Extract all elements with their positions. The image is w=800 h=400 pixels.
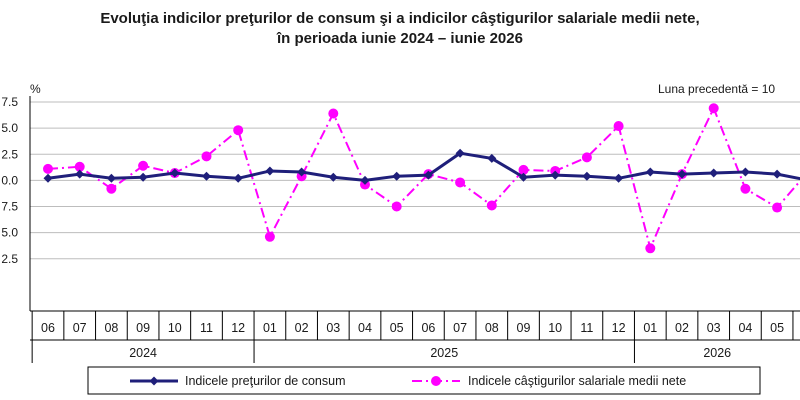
legend: Indicele preţurilor de consum Indicele câ… xyxy=(87,366,761,395)
x-tick-label: 01 xyxy=(263,321,277,335)
series-wages-point xyxy=(106,183,117,194)
series-wages-point xyxy=(201,151,212,162)
series-wages-point xyxy=(328,108,339,119)
y-tick-label: 2.5 xyxy=(1,147,18,161)
series-cpi-point xyxy=(328,172,338,182)
x-tick-label: 11 xyxy=(580,321,593,335)
series-wages-point xyxy=(138,160,149,171)
legend-cpi-marker xyxy=(149,376,159,386)
series-wages-point xyxy=(581,152,592,163)
series-cpi-point xyxy=(265,166,275,176)
series-cpi-point xyxy=(360,175,370,185)
series-wages-point xyxy=(391,201,402,212)
x-tick-label: 01 xyxy=(643,321,657,335)
series-cpi-point xyxy=(75,169,85,179)
y-tick-label: 5.0 xyxy=(1,121,18,135)
x-tick-label: 12 xyxy=(612,321,626,335)
series-wages-point xyxy=(740,183,751,194)
series-cpi-point xyxy=(740,167,750,177)
series-wages-point xyxy=(264,231,275,242)
series-wages-point xyxy=(772,202,783,213)
series-cpi-point xyxy=(614,173,624,183)
legend-wages-marker xyxy=(431,376,441,386)
year-label: 2025 xyxy=(430,346,458,360)
y-tick-label: 7.5 xyxy=(1,95,18,109)
year-label: 2026 xyxy=(703,346,731,360)
x-tick-label: 06 xyxy=(41,321,55,335)
series-wages-point xyxy=(455,177,466,188)
series-cpi-point xyxy=(645,167,655,177)
x-tick-label: 07 xyxy=(73,321,87,335)
chart-title-line1: Evoluţia indicilor preţurilor de consum … xyxy=(100,10,700,27)
x-tick-label: 10 xyxy=(548,321,562,335)
legend-wages-label: Indicele câştigurilor salariale medii ne… xyxy=(468,374,686,388)
series-wages-point xyxy=(518,164,529,175)
series-cpi-point xyxy=(582,171,592,181)
series-cpi-point xyxy=(772,169,782,179)
y-tick-label: 5.0 xyxy=(1,226,18,240)
series-cpi-point xyxy=(392,171,402,181)
series-cpi-point xyxy=(455,148,465,158)
y-tick-label: 7.5 xyxy=(1,200,18,214)
x-tick-label: 03 xyxy=(326,321,340,335)
x-tick-label: 04 xyxy=(358,321,372,335)
series-cpi-point xyxy=(297,167,307,177)
year-label: 2024 xyxy=(129,346,157,360)
series-cpi-point xyxy=(170,168,180,178)
series-wages-point xyxy=(645,243,656,254)
x-tick-label: 12 xyxy=(231,321,245,335)
y-tick-label: 0.0 xyxy=(1,173,18,187)
x-tick-label: 10 xyxy=(168,321,182,335)
series-wages-point xyxy=(708,103,719,114)
series-cpi-point xyxy=(43,173,53,183)
legend-box xyxy=(87,366,761,395)
x-tick-label: 02 xyxy=(295,321,309,335)
series-cpi-point xyxy=(677,169,687,179)
series-cpi-point xyxy=(487,153,497,163)
x-tick-label: 08 xyxy=(104,321,118,335)
series-cpi-point xyxy=(202,171,211,181)
x-tick-label: 11 xyxy=(200,321,213,335)
x-tick-label: 05 xyxy=(770,321,784,335)
x-tick-label: 03 xyxy=(707,321,721,335)
x-tick-label: 07 xyxy=(453,321,467,335)
series-cpi-point xyxy=(709,168,719,178)
y-axis-label: % xyxy=(30,82,41,96)
series-cpi-line xyxy=(47,151,800,182)
x-tick-label: 09 xyxy=(517,321,531,335)
series-wages-point xyxy=(43,163,53,174)
x-tick-label: 05 xyxy=(390,321,404,335)
series-wages-line xyxy=(47,105,800,252)
x-tick-label: 02 xyxy=(675,321,689,335)
series-cpi-point xyxy=(106,173,116,183)
x-tick-label: 09 xyxy=(136,321,150,335)
legend-cpi-label: Indicele preţurilor de consum xyxy=(185,374,346,388)
series-cpi-point xyxy=(519,172,528,182)
note-label: Luna precedentă = 10 xyxy=(658,82,775,96)
y-tick-label: 2.5 xyxy=(1,252,18,266)
series-cpi-point xyxy=(550,170,560,180)
chart-title-line2: în perioada iunie 2024 – iunie 2026 xyxy=(277,30,523,47)
series-wages-point xyxy=(74,161,85,172)
series-wages-point xyxy=(233,125,244,136)
series-cpi-point xyxy=(138,172,148,182)
x-tick-label: 08 xyxy=(485,321,499,335)
series-wages-point xyxy=(486,200,497,211)
series-cpi-point xyxy=(423,170,433,180)
x-tick-label: 04 xyxy=(738,321,752,335)
series-cpi-point xyxy=(233,173,243,183)
x-tick-label: 06 xyxy=(421,321,435,335)
series-wages-point xyxy=(613,121,624,132)
